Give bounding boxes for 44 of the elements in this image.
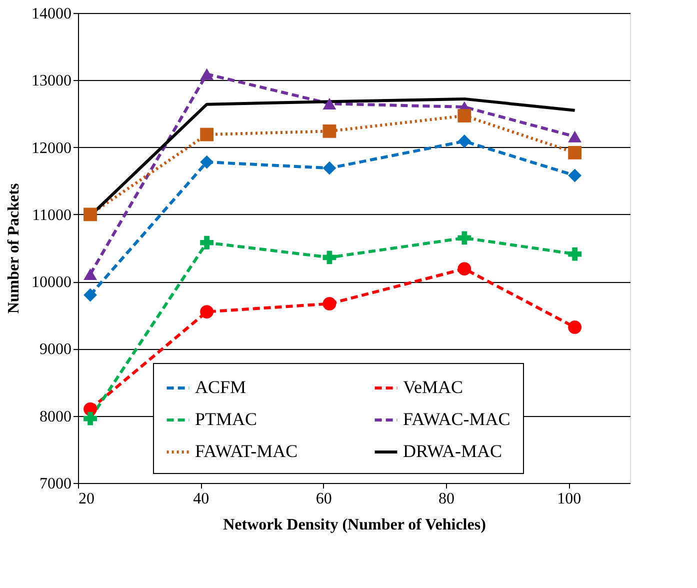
y-tick-label: 11000 bbox=[32, 206, 72, 224]
point bbox=[200, 305, 214, 318]
y-tick-label: 10000 bbox=[32, 274, 72, 292]
y-tick-label: 9000 bbox=[40, 341, 72, 358]
legend-label: FAWAT-MAC bbox=[195, 441, 298, 461]
legend-label: VeMAC bbox=[403, 377, 464, 397]
point bbox=[458, 231, 472, 245]
y-tick-label: 8000 bbox=[40, 408, 72, 426]
legend-label: PTMAC bbox=[195, 409, 258, 429]
point bbox=[458, 134, 472, 148]
x-tick-label: 40 bbox=[193, 490, 210, 508]
point bbox=[322, 161, 336, 175]
x-tick-label: 60 bbox=[316, 490, 332, 508]
point bbox=[200, 128, 214, 142]
x-tick-label: 20 bbox=[78, 490, 94, 508]
point bbox=[84, 412, 97, 426]
y-tick-label: 7000 bbox=[40, 476, 72, 492]
x-tick-label: 100 bbox=[557, 490, 582, 508]
point bbox=[200, 236, 214, 250]
point bbox=[568, 146, 582, 160]
point bbox=[458, 262, 472, 276]
point bbox=[200, 68, 214, 80]
point bbox=[568, 168, 582, 182]
legend-label: FAWAC-MAC bbox=[403, 409, 510, 429]
point bbox=[568, 320, 582, 334]
point bbox=[458, 109, 472, 122]
point bbox=[84, 288, 97, 302]
x-axis-title: Network Density (Number of Vehicles) bbox=[223, 516, 486, 534]
point bbox=[322, 98, 336, 110]
point bbox=[568, 247, 582, 261]
y-tick-label: 14000 bbox=[32, 6, 72, 22]
point bbox=[322, 250, 336, 264]
point bbox=[84, 268, 97, 280]
point bbox=[200, 155, 214, 169]
point bbox=[84, 208, 97, 222]
point bbox=[322, 124, 336, 138]
legend-label: ACFM bbox=[195, 377, 246, 397]
point bbox=[322, 297, 336, 310]
legend-label: DRWA-MAC bbox=[403, 441, 502, 461]
y-axis-title: Number of Packets bbox=[6, 183, 22, 314]
point bbox=[568, 130, 582, 142]
y-tick-label: 13000 bbox=[32, 72, 72, 90]
y-tick-label: 12000 bbox=[32, 140, 72, 157]
x-tick-label: 80 bbox=[438, 490, 454, 508]
